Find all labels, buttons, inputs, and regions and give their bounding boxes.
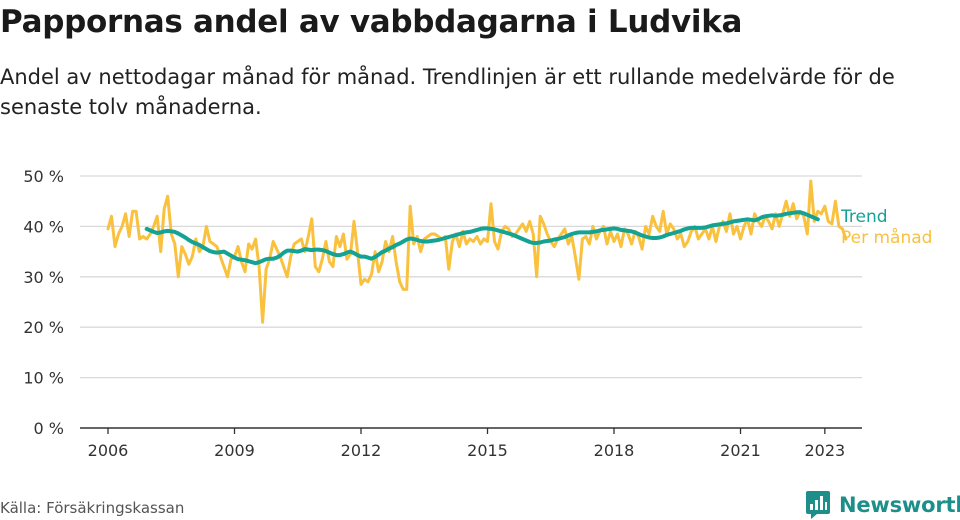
- x-tick-label: 2023: [804, 441, 845, 460]
- page-title: Pappornas andel av vabbdagarna i Ludvika: [0, 4, 743, 40]
- y-tick-label: 10 %: [23, 369, 64, 388]
- monthly-series-label: Per månad: [841, 227, 932, 248]
- x-tick-label: 2018: [594, 441, 635, 460]
- brand-logo: Newsworthy: [805, 490, 960, 520]
- brand-name: Newsworthy: [839, 493, 960, 517]
- x-tick-label: 2009: [214, 441, 255, 460]
- x-tick-label: 2021: [720, 441, 761, 460]
- x-tick-label: 2015: [467, 441, 508, 460]
- gridlines: [80, 175, 862, 379]
- axes: 0 % 10 % 20 % 30 % 40 % 50 % 2006 2009 2012 2015 2…: [23, 167, 862, 460]
- trend-series-label: Trend: [840, 207, 888, 227]
- x-tick-label: 2006: [88, 441, 129, 460]
- source-note: Källa: Försäkringskassan: [0, 499, 185, 517]
- y-tick-label: 40 %: [23, 217, 64, 236]
- page-subtitle: Andel av nettodagar månad för månad. Tre…: [0, 65, 895, 119]
- y-tick-label: 30 %: [23, 268, 64, 287]
- y-tick-label: 0 %: [34, 419, 64, 438]
- monthly-series-line: [106, 179, 848, 324]
- x-tick-label: 2012: [341, 441, 382, 460]
- trend-series-line: [144, 210, 820, 266]
- y-tick-label: 50 %: [23, 167, 64, 186]
- y-tick-label: 20 %: [23, 318, 64, 337]
- series-lines: [106, 179, 848, 324]
- bar-chart-icon: [806, 491, 830, 519]
